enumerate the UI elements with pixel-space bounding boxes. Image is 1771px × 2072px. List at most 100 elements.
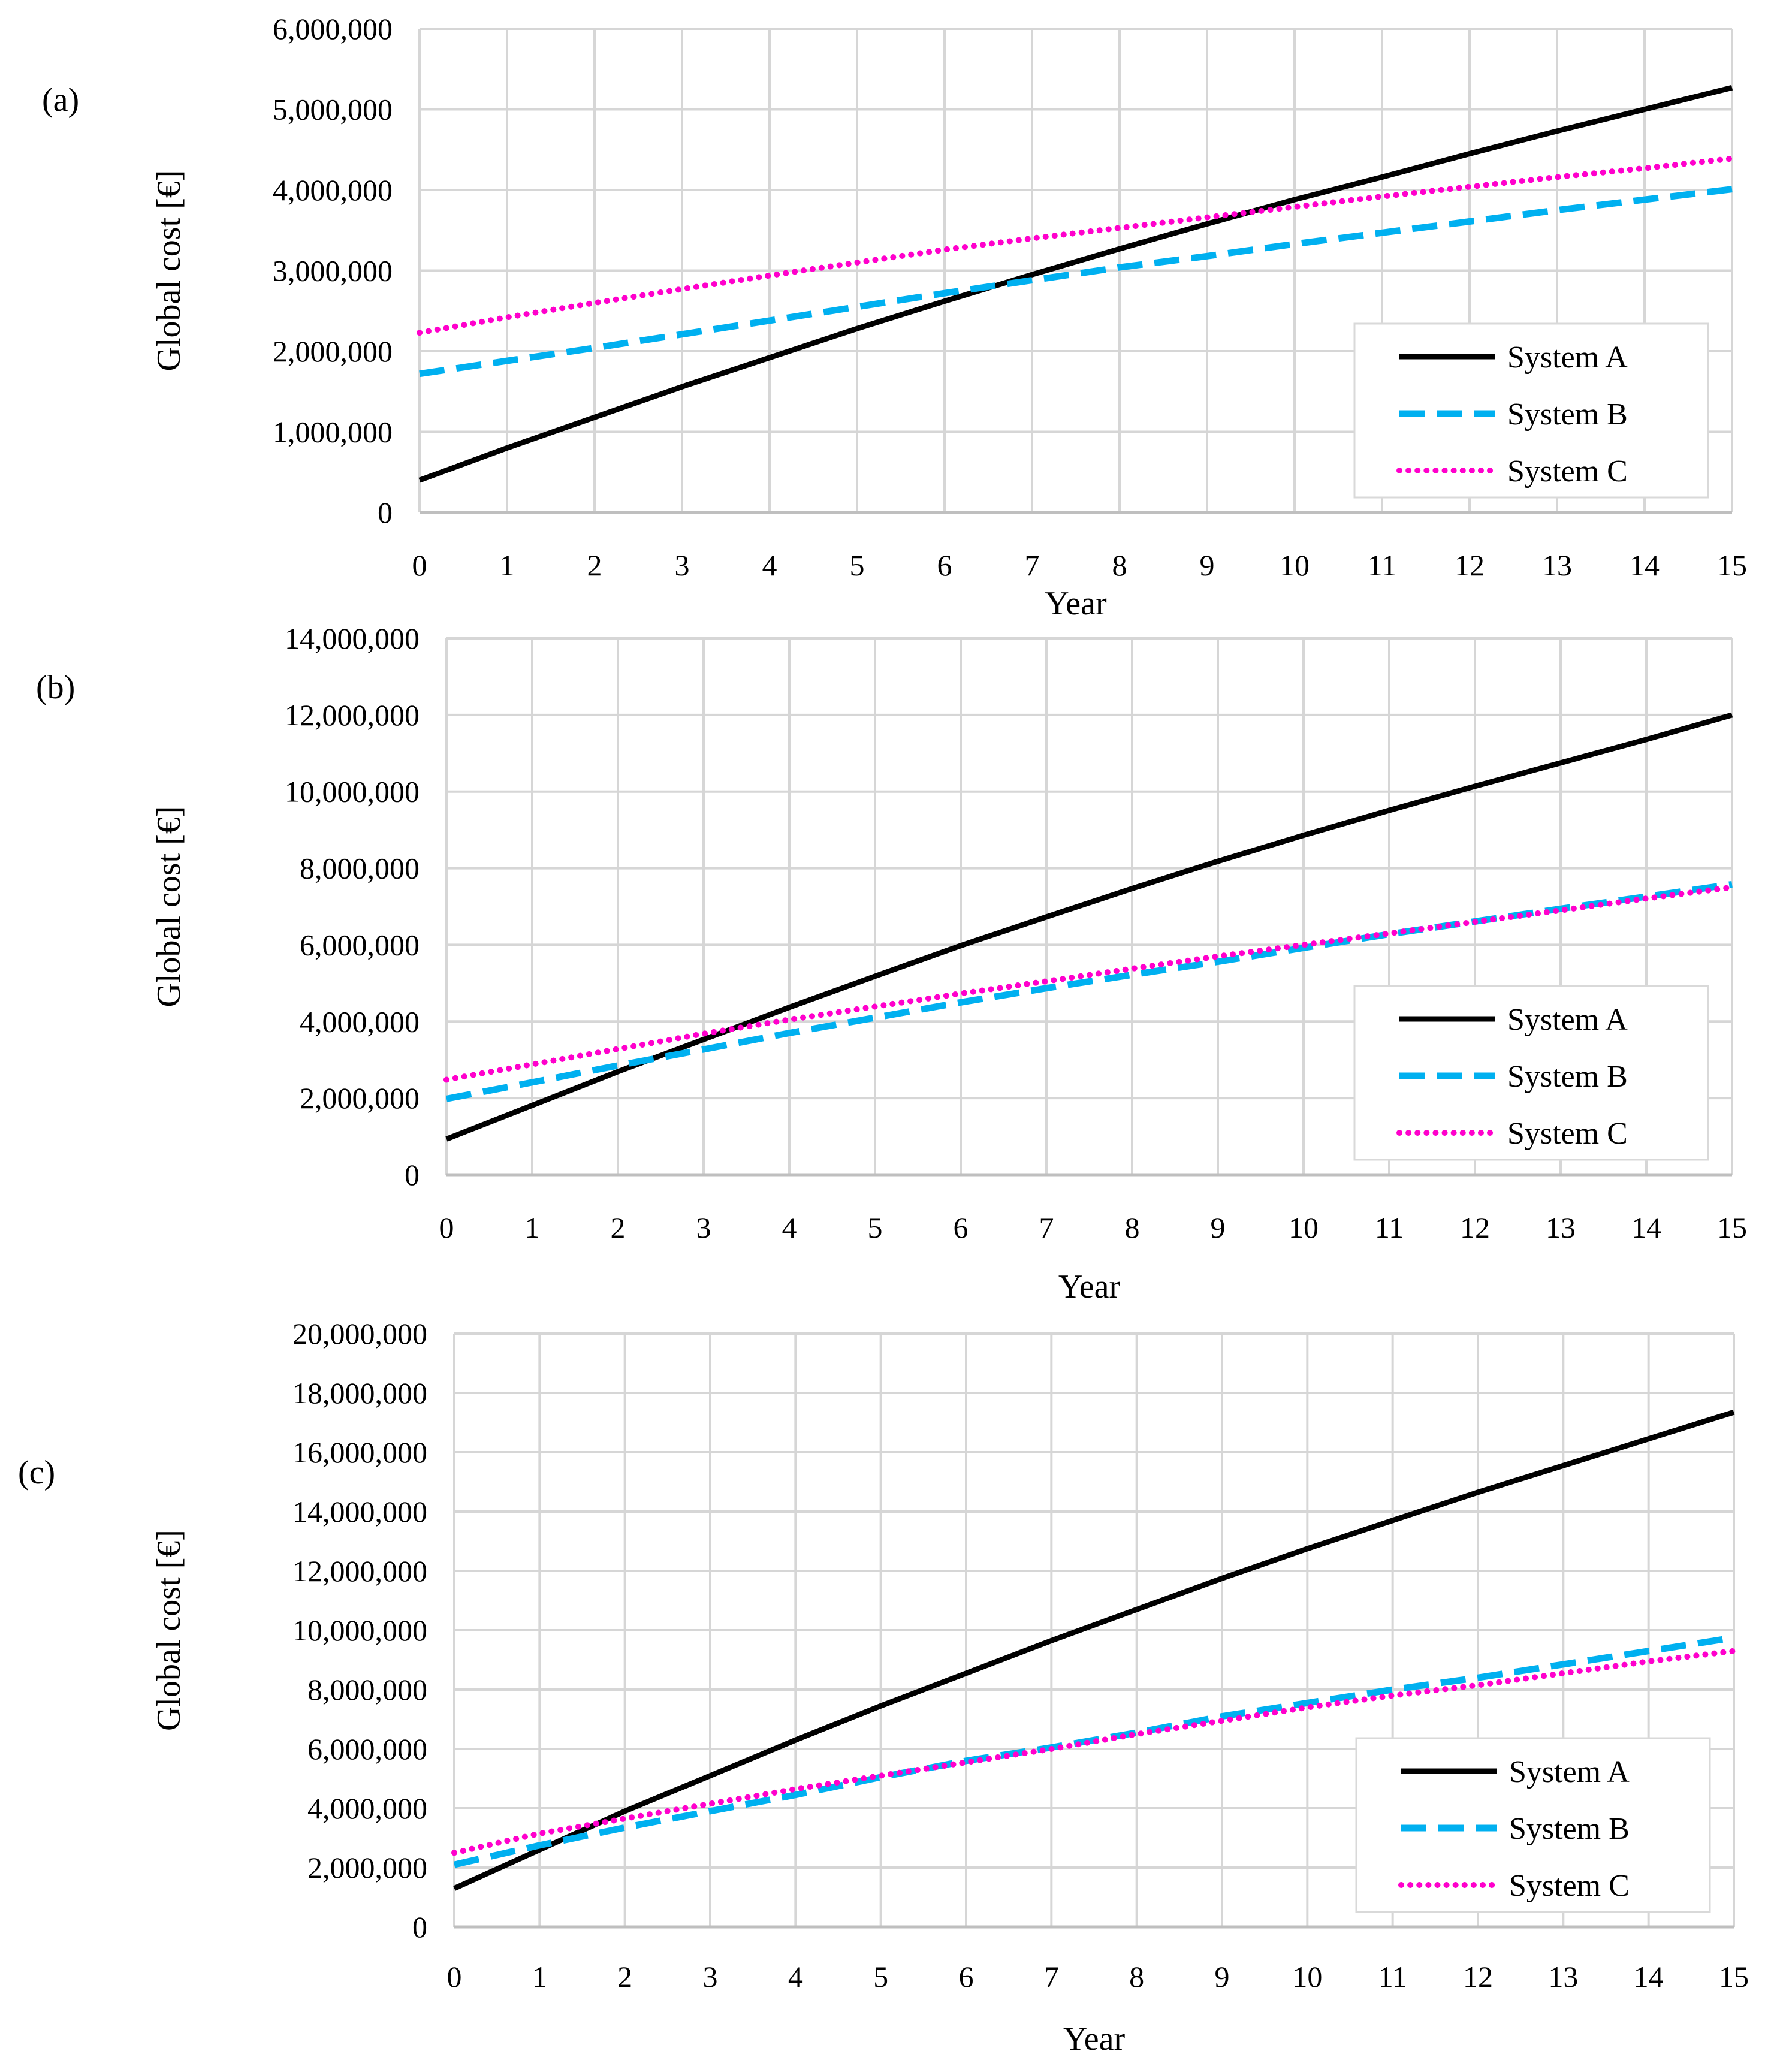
y-tick-label: 14,000,000 — [292, 1495, 427, 1528]
legend-label: System C — [1507, 454, 1628, 488]
x-tick-label: 6 — [954, 1211, 969, 1244]
x-tick-label: 3 — [675, 548, 690, 582]
x-axis-title: Year — [1058, 1268, 1121, 1305]
x-tick-label: 14 — [1630, 548, 1660, 582]
x-tick-label: 0 — [447, 1960, 462, 1993]
x-tick-label: 12 — [1463, 1960, 1493, 1993]
y-tick-label: 3,000,000 — [273, 254, 393, 288]
y-tick-label: 2,000,000 — [307, 1851, 427, 1884]
x-tick-label: 2 — [587, 548, 602, 582]
x-tick-label: 8 — [1112, 548, 1127, 582]
x-tick-label: 6 — [959, 1960, 974, 1993]
chart-panel-2: 0 2,000,000 4,000,000 6,000,000 8,000,000 10,… — [18, 1317, 1749, 2058]
x-tick-label: 2 — [617, 1960, 632, 1993]
y-tick-label: 5,000,000 — [273, 93, 393, 126]
panel-label: (a) — [42, 82, 79, 119]
y-tick-label: 2,000,000 — [300, 1081, 420, 1115]
legend-label: System C — [1507, 1117, 1628, 1151]
series-line-system-a — [453, 1409, 1735, 1891]
x-tick-label: 12 — [1460, 1211, 1490, 1244]
y-tick-label: 6,000,000 — [307, 1732, 427, 1766]
y-axis-title: Global cost [€] — [150, 806, 188, 1008]
y-tick-label: 6,000,000 — [273, 12, 393, 46]
y-tick-label: 10,000,000 — [285, 775, 420, 809]
y-tick-label: 14,000,000 — [285, 622, 420, 655]
y-tick-label: 4,000,000 — [300, 1005, 420, 1038]
y-tick-label: 10,000,000 — [292, 1613, 427, 1647]
x-tick-label: 11 — [1378, 1960, 1407, 1993]
x-tick-label: 13 — [1546, 1211, 1576, 1244]
y-tick-label: 4,000,000 — [307, 1791, 427, 1825]
y-tick-label: 2,000,000 — [273, 334, 393, 368]
x-tick-label: 1 — [525, 1211, 540, 1244]
panel-label: (b) — [36, 669, 75, 706]
series-line-system-c — [417, 155, 1735, 336]
legend-label: System B — [1507, 397, 1628, 432]
x-tick-label: 2 — [611, 1211, 626, 1244]
x-tick-label: 9 — [1211, 1211, 1226, 1244]
x-tick-label: 8 — [1125, 1211, 1140, 1244]
x-tick-label: 5 — [850, 548, 865, 582]
legend-label: System A — [1509, 1755, 1630, 1789]
y-tick-label: 0 — [378, 496, 393, 529]
chart-panel-0: 0 1,000,000 2,000,000 3,000,000 4,000,000 5,0… — [42, 12, 1747, 622]
x-tick-label: 5 — [873, 1960, 888, 1993]
x-tick-label: 10 — [1289, 1211, 1319, 1244]
y-tick-label: 8,000,000 — [300, 852, 420, 885]
y-tick-label: 0 — [405, 1158, 420, 1192]
x-tick-label: 3 — [703, 1960, 718, 1993]
x-tick-label: 7 — [1039, 1211, 1054, 1244]
x-tick-label: 10 — [1280, 548, 1310, 582]
y-tick-label: 18,000,000 — [292, 1376, 427, 1410]
x-tick-label: 7 — [1044, 1960, 1059, 1993]
x-tick-label: 4 — [782, 1211, 797, 1244]
y-tick-label: 16,000,000 — [292, 1435, 427, 1469]
x-axis-title: Year — [1045, 585, 1107, 622]
legend-label: System B — [1507, 1060, 1628, 1094]
legend-label: System C — [1509, 1869, 1630, 1903]
legend-label: System A — [1507, 1003, 1628, 1037]
x-tick-label: 15 — [1717, 548, 1747, 582]
x-tick-label: 4 — [762, 548, 777, 582]
x-tick-label: 13 — [1548, 1960, 1578, 1993]
y-tick-label: 4,000,000 — [273, 173, 393, 207]
x-axis-title: Year — [1063, 2020, 1126, 2058]
x-tick-label: 13 — [1542, 548, 1572, 582]
x-tick-label: 15 — [1719, 1960, 1749, 1993]
x-tick-label: 14 — [1631, 1211, 1661, 1244]
chart-panel-1: 0 2,000,000 4,000,000 6,000,000 8,000,000 10,… — [36, 622, 1747, 1305]
y-tick-label: 0 — [412, 1910, 427, 1944]
y-axis-title: Global cost [€] — [150, 1530, 188, 1731]
x-tick-label: 8 — [1129, 1960, 1144, 1993]
y-tick-label: 20,000,000 — [292, 1317, 427, 1350]
y-tick-label: 12,000,000 — [285, 698, 420, 732]
x-tick-label: 1 — [500, 548, 515, 582]
x-tick-label: 11 — [1368, 548, 1396, 582]
x-tick-label: 6 — [937, 548, 952, 582]
y-tick-label: 8,000,000 — [307, 1673, 427, 1706]
x-tick-label: 4 — [788, 1960, 803, 1993]
x-tick-label: 7 — [1025, 548, 1040, 582]
y-tick-label: 1,000,000 — [273, 415, 393, 449]
series-line-system-c — [451, 1648, 1737, 1856]
x-tick-label: 15 — [1717, 1211, 1747, 1244]
legend-label: System A — [1507, 340, 1628, 375]
x-tick-label: 3 — [696, 1211, 711, 1244]
y-tick-label: 6,000,000 — [300, 928, 420, 961]
legend-label: System B — [1509, 1812, 1630, 1846]
x-tick-label: 14 — [1634, 1960, 1664, 1993]
x-tick-label: 10 — [1292, 1960, 1322, 1993]
series-line-system-a — [445, 712, 1733, 1142]
panel-label: (c) — [18, 1454, 55, 1491]
x-tick-label: 9 — [1200, 548, 1215, 582]
y-axis-title: Global cost [€] — [150, 170, 188, 372]
y-tick-label: 12,000,000 — [292, 1554, 427, 1588]
x-tick-label: 0 — [439, 1211, 454, 1244]
x-tick-label: 12 — [1455, 548, 1485, 582]
series-line-system-a — [418, 85, 1733, 483]
x-tick-label: 11 — [1375, 1211, 1404, 1244]
x-tick-label: 0 — [412, 548, 427, 582]
series-line-system-c — [443, 884, 1735, 1083]
x-tick-label: 5 — [868, 1211, 883, 1244]
